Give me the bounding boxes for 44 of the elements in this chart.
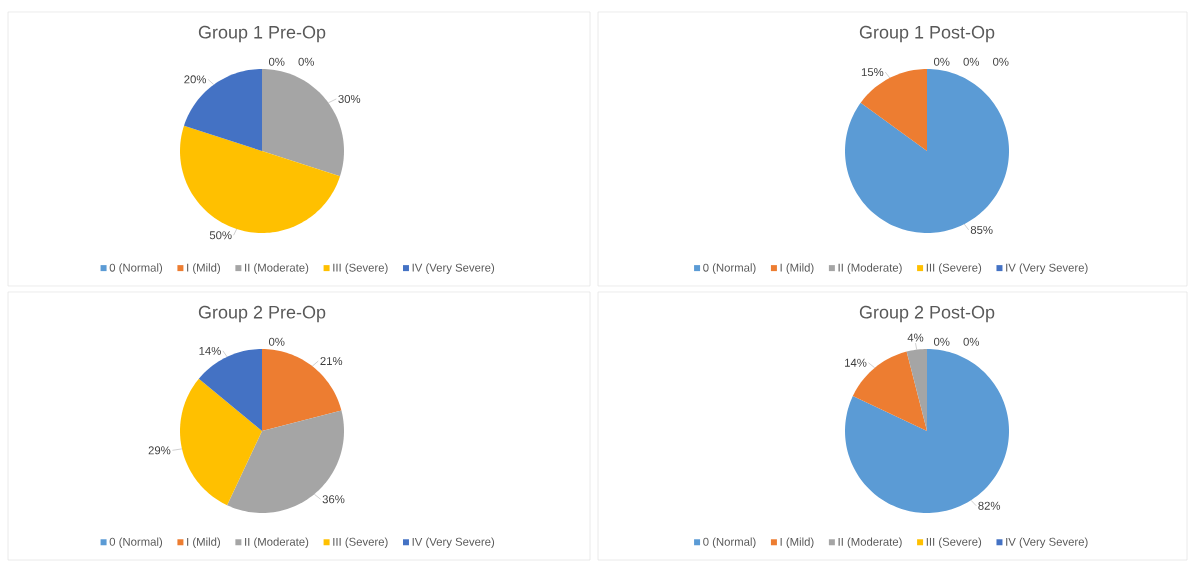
legend-label: I (Mild)	[780, 537, 814, 549]
text: 0%	[993, 57, 1009, 66]
text: 0%	[933, 57, 950, 66]
data-label: 4%	[907, 333, 924, 342]
data-label: 21%	[320, 357, 343, 365]
legend-label: 0 (Normal)	[109, 537, 163, 549]
chart-title: Group 2 Pre-Op	[198, 305, 326, 323]
legend-label: I (Mild)	[187, 263, 220, 274]
text: 0%	[298, 57, 315, 66]
legend-label: 0 (Normal)	[109, 263, 163, 274]
data-label: 15%	[861, 68, 884, 77]
data-label: 30%	[338, 94, 361, 103]
text: 0%	[933, 337, 950, 346]
legend-label: II (Moderate)	[245, 537, 309, 549]
data-label: 20%	[184, 75, 207, 84]
legend-label: II (Moderate)	[838, 263, 902, 274]
text: 0%	[268, 57, 285, 66]
text: 0%	[963, 57, 980, 66]
chart-title: Group 2 Post-Op	[859, 305, 995, 323]
legend-label: II (Moderate)	[838, 537, 902, 549]
legend-label: IV (Very Severe)	[412, 537, 495, 549]
legend-label: I (Mild)	[187, 537, 220, 549]
legend-label: II (Moderate)	[245, 263, 309, 274]
legend-label: 0 (Normal)	[703, 263, 756, 274]
data-label: 29%	[148, 446, 171, 455]
legend-label: III (Severe)	[926, 263, 982, 274]
legend-label: III (Severe)	[333, 263, 388, 274]
chart-title: Group 1 Pre-Op	[198, 25, 326, 43]
text: 0%	[963, 337, 980, 346]
legend-label: III (Severe)	[333, 537, 388, 549]
data-label: 36%	[322, 495, 345, 504]
data-label: 14%	[845, 358, 867, 367]
legend-label: III (Severe)	[926, 537, 982, 549]
legend-label: IV (Very Severe)	[1006, 537, 1088, 549]
legend-label: IV (Very Severe)	[1006, 263, 1088, 274]
legend-label: IV (Very Severe)	[412, 263, 495, 274]
legend-label: I (Mild)	[780, 263, 814, 274]
text: 0%	[268, 337, 285, 346]
data-label: 85%	[970, 225, 993, 234]
data-label: 50%	[209, 231, 232, 240]
data-label: 14%	[199, 346, 221, 355]
data-label: 82%	[978, 501, 1001, 510]
chart-title: Group 1 Post-Op	[859, 25, 995, 43]
legend-label: 0 (Normal)	[703, 537, 756, 549]
